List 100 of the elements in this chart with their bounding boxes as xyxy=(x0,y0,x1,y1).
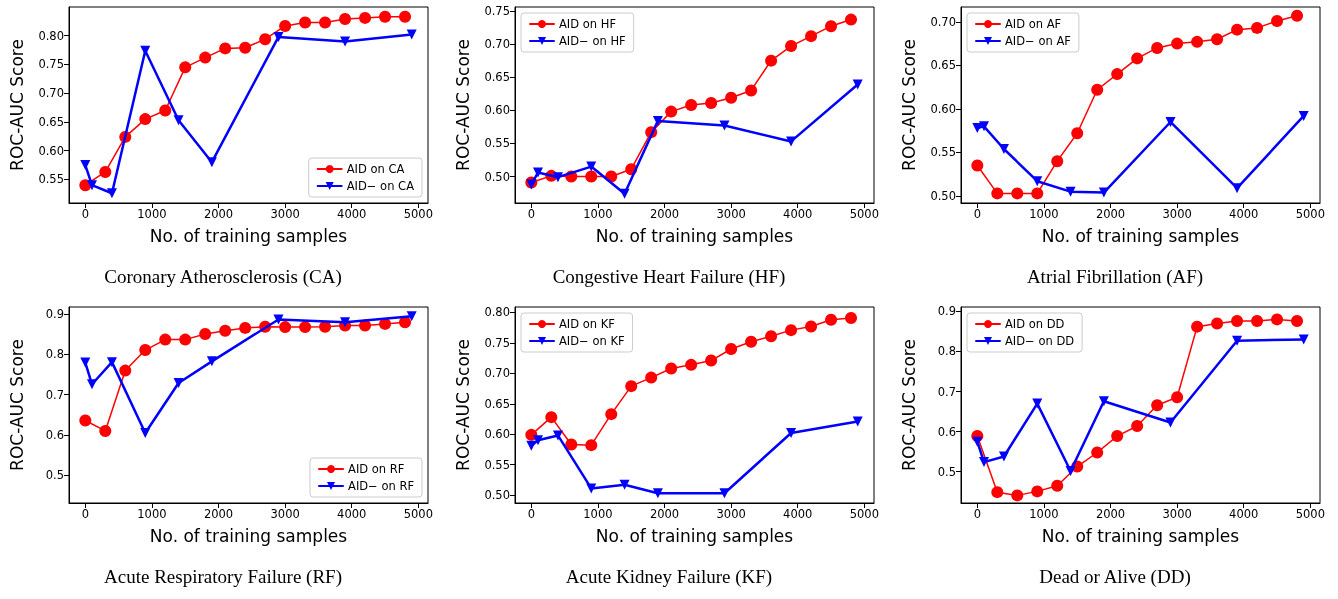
x-tick-label: 3000 xyxy=(1162,207,1192,221)
y-tick-label: 0.75 xyxy=(38,57,64,72)
legend-label: AID− on HF xyxy=(559,34,626,48)
text: Acute Kidney Failure (KF) xyxy=(565,566,773,588)
y-axis-title: ROC-AUC Score xyxy=(898,339,919,471)
y-tick-label: 0.75 xyxy=(484,3,510,18)
x-tick-label: 5000 xyxy=(1295,507,1325,521)
x-tick-label: 3000 xyxy=(270,507,300,521)
y-tick-label: 0.60 xyxy=(38,143,64,158)
y-axis-title: ROC-AUC Score xyxy=(6,339,27,471)
legend-label: AID on CA xyxy=(346,162,405,176)
y-tick-label: 0.60 xyxy=(484,103,510,118)
x-tick-label: 2000 xyxy=(649,207,680,221)
x-tick-label: 0 xyxy=(81,507,89,521)
x-tick-label: 1000 xyxy=(1029,207,1059,221)
text: Coronary Atherosclerosis (CA) xyxy=(104,266,342,288)
text: Atrial Fibrillation (AF) xyxy=(1026,266,1204,288)
x-tick-label: 3000 xyxy=(1162,507,1192,521)
x-tick-label: 2000 xyxy=(1095,207,1126,221)
y-tick-label: 0.70 xyxy=(484,37,510,52)
x-tick-label: 0 xyxy=(527,207,535,221)
y-tick-label: 0.65 xyxy=(930,58,956,73)
legend-label: AID on RF xyxy=(348,462,405,476)
y-tick-label: 0.5 xyxy=(937,464,956,479)
x-axis-title: No. of training samples xyxy=(1041,225,1240,246)
x-tick-label: 0 xyxy=(81,207,89,221)
legend-label: AID on AF xyxy=(1005,17,1062,31)
y-tick-label: 0.8 xyxy=(45,347,64,362)
y-tick-label: 0.60 xyxy=(930,101,956,116)
legend-label: AID on DD xyxy=(1005,317,1065,331)
y-tick-label: 0.50 xyxy=(484,169,510,184)
y-tick-label: 0.70 xyxy=(930,14,956,29)
y-tick-label: 0.6 xyxy=(937,424,956,439)
x-tick-label: 0 xyxy=(973,507,981,521)
x-tick-label: 4000 xyxy=(783,507,813,521)
y-tick-label: 0.80 xyxy=(38,28,64,43)
x-axis-title: No. of training samples xyxy=(1041,525,1240,546)
y-tick-label: 0.6 xyxy=(45,427,64,442)
y-tick-label: 0.75 xyxy=(484,335,510,350)
x-tick-label: 5000 xyxy=(403,507,433,521)
y-axis-title: ROC-AUC Score xyxy=(6,39,27,171)
x-tick-label: 4000 xyxy=(1229,507,1259,521)
y-tick-label: 0.55 xyxy=(484,136,510,151)
x-tick-label: 1000 xyxy=(583,207,613,221)
x-tick-label: 5000 xyxy=(1295,207,1325,221)
legend-label: AID on HF xyxy=(559,17,617,31)
legend-label: AID− on KF xyxy=(559,334,625,348)
y-tick-label: 0.55 xyxy=(484,457,510,472)
x-tick-label: 2000 xyxy=(203,207,234,221)
x-tick-label: 2000 xyxy=(649,507,680,521)
y-tick-label: 0.7 xyxy=(45,387,64,402)
y-tick-label: 0.55 xyxy=(38,172,64,187)
y-tick-label: 0.50 xyxy=(484,488,510,503)
text: Acute Respiratory Failure (RF) xyxy=(104,566,342,588)
x-tick-label: 1000 xyxy=(1029,507,1059,521)
legend-label: AID− on DD xyxy=(1005,334,1075,348)
y-tick-label: 0.70 xyxy=(38,86,64,101)
y-tick-label: 0.65 xyxy=(38,114,64,129)
x-tick-label: 4000 xyxy=(337,507,367,521)
x-tick-label: 4000 xyxy=(337,207,367,221)
y-tick-label: 0.5 xyxy=(45,468,64,483)
legend-label: AID on KF xyxy=(559,317,615,331)
y-axis-title: ROC-AUC Score xyxy=(452,339,473,471)
x-tick-label: 1000 xyxy=(583,507,613,521)
x-tick-label: 2000 xyxy=(203,507,234,521)
y-tick-label: 0.80 xyxy=(484,305,510,320)
y-tick-label: 0.50 xyxy=(930,189,956,204)
y-tick-label: 0.70 xyxy=(484,366,510,381)
x-tick-label: 3000 xyxy=(716,507,746,521)
x-axis-title: No. of training samples xyxy=(149,525,348,546)
y-tick-label: 0.60 xyxy=(484,427,510,442)
legend-label: AID− on AF xyxy=(1005,34,1071,48)
x-tick-label: 3000 xyxy=(270,207,300,221)
x-tick-label: 0 xyxy=(973,207,981,221)
x-tick-label: 2000 xyxy=(1095,507,1126,521)
x-tick-label: 5000 xyxy=(849,507,879,521)
x-axis-title: No. of training samples xyxy=(595,525,794,546)
text: Dead or Alive (DD) xyxy=(1039,566,1191,588)
y-tick-label: 0.8 xyxy=(937,344,956,359)
y-tick-label: 0.65 xyxy=(484,70,510,85)
y-tick-label: 0.55 xyxy=(930,145,956,160)
x-tick-label: 5000 xyxy=(849,207,879,221)
x-tick-label: 0 xyxy=(527,507,535,521)
x-tick-label: 3000 xyxy=(716,207,746,221)
x-tick-label: 4000 xyxy=(783,207,813,221)
y-tick-label: 0.7 xyxy=(937,384,956,399)
y-axis-title: ROC-AUC Score xyxy=(898,39,919,171)
y-tick-label: 0.65 xyxy=(484,396,510,411)
y-tick-label: 0.9 xyxy=(45,307,64,322)
y-tick-label: 0.9 xyxy=(937,304,956,319)
text: Congestive Heart Failure (HF) xyxy=(552,266,786,288)
legend-label: AID− on CA xyxy=(346,179,415,193)
legend-label: AID− on RF xyxy=(348,479,415,493)
x-axis-title: No. of training samples xyxy=(149,225,348,246)
y-axis-title: ROC-AUC Score xyxy=(452,39,473,171)
x-tick-label: 4000 xyxy=(1229,207,1259,221)
x-axis-title: No. of training samples xyxy=(595,225,794,246)
x-tick-label: 1000 xyxy=(137,507,167,521)
x-tick-label: 5000 xyxy=(403,207,433,221)
x-tick-label: 1000 xyxy=(137,207,167,221)
